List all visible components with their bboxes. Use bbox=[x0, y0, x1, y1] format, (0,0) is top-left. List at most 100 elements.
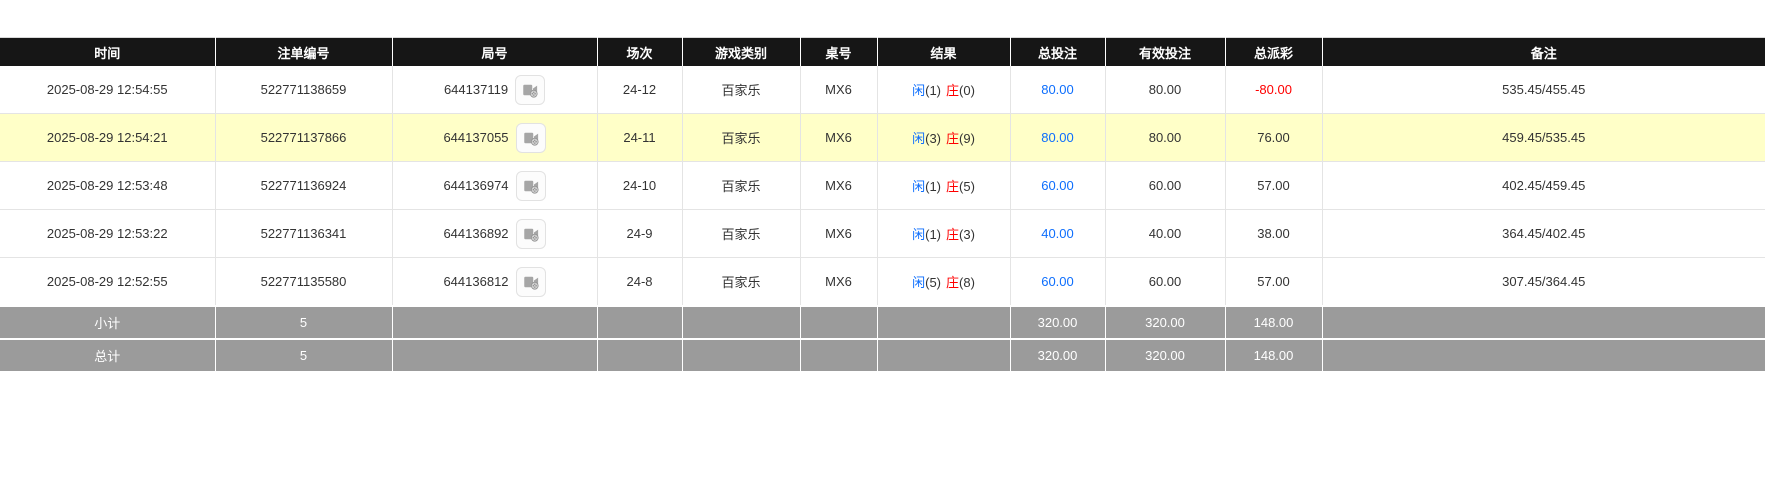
cell-round-id: 644137119 bbox=[392, 66, 598, 114]
col-header-bet-id: 注单编号 bbox=[215, 37, 393, 66]
video-camera-icon[interactable] bbox=[515, 122, 546, 153]
video-camera-icon[interactable] bbox=[515, 218, 546, 249]
cell-game-type: 百家乐 bbox=[682, 209, 801, 258]
cell-session: 24-9 bbox=[597, 209, 683, 258]
table-row[interactable]: 2025-08-29 12:53:22 522771136341 6441368… bbox=[0, 209, 1765, 258]
cell-total-payout: 76.00 bbox=[1225, 113, 1323, 162]
cell-round-id: 644136974 bbox=[392, 161, 598, 210]
cell-total-bet: 80.00 bbox=[1010, 113, 1106, 162]
cell-result: 闲(1) 庄(0) bbox=[877, 66, 1011, 114]
subtotal-valid-bet: 320.00 bbox=[1105, 305, 1226, 339]
grandtotal-label: 总计 bbox=[0, 338, 216, 371]
cell-round-id: 644136812 bbox=[392, 257, 598, 307]
result-player-score: (1) bbox=[925, 83, 941, 98]
grandtotal-empty-remark bbox=[1322, 338, 1765, 371]
cell-total-bet: 80.00 bbox=[1010, 66, 1106, 114]
table-row[interactable]: 2025-08-29 12:54:55 522771138659 6441371… bbox=[0, 66, 1765, 114]
cell-game-type: 百家乐 bbox=[682, 113, 801, 162]
grandtotal-count: 5 bbox=[215, 338, 393, 371]
round-id-text: 644136974 bbox=[443, 178, 509, 193]
cell-remark: 307.45/364.45 bbox=[1322, 257, 1765, 307]
table-row[interactable]: 2025-08-29 12:52:55 522771135580 6441368… bbox=[0, 257, 1765, 307]
round-id-text: 644136892 bbox=[443, 226, 509, 241]
cell-total-payout: 38.00 bbox=[1225, 209, 1323, 258]
cell-remark: 364.45/402.45 bbox=[1322, 209, 1765, 258]
subtotal-total-bet: 320.00 bbox=[1010, 305, 1106, 339]
subtotal-empty-remark bbox=[1322, 305, 1765, 339]
grandtotal-empty-session bbox=[597, 338, 683, 371]
result-player-label: 闲 bbox=[912, 83, 926, 98]
result-banker-label: 庄 bbox=[946, 131, 960, 146]
subtotal-count: 5 bbox=[215, 305, 393, 339]
result-banker-label: 庄 bbox=[946, 83, 960, 98]
subtotal-empty-table-no bbox=[800, 305, 878, 339]
cell-bet-id: 522771135580 bbox=[215, 257, 393, 307]
cell-remark: 459.45/535.45 bbox=[1322, 113, 1765, 162]
col-header-game-type: 游戏类别 bbox=[682, 37, 801, 66]
grandtotal-empty-round bbox=[392, 338, 598, 371]
cell-valid-bet: 80.00 bbox=[1105, 66, 1226, 114]
cell-table-no: MX6 bbox=[800, 209, 878, 258]
cell-total-payout: 57.00 bbox=[1225, 257, 1323, 307]
col-header-total-payout: 总派彩 bbox=[1225, 37, 1323, 66]
grandtotal-total-bet: 320.00 bbox=[1010, 338, 1106, 371]
cell-total-bet: 60.00 bbox=[1010, 161, 1106, 210]
cell-remark: 535.45/455.45 bbox=[1322, 66, 1765, 114]
cell-game-type: 百家乐 bbox=[682, 257, 801, 307]
result-banker-label: 庄 bbox=[946, 275, 960, 290]
cell-total-payout: -80.00 bbox=[1225, 66, 1323, 114]
cell-table-no: MX6 bbox=[800, 161, 878, 210]
table-row[interactable]: 2025-08-29 12:53:48 522771136924 6441369… bbox=[0, 161, 1765, 210]
table-header-row: 时间 注单编号 局号 场次 游戏类别 桌号 结果 总投注 有效投注 总派彩 备注 bbox=[0, 37, 1765, 66]
result-player-score: (5) bbox=[925, 275, 941, 290]
cell-result: 闲(1) 庄(3) bbox=[877, 209, 1011, 258]
subtotal-label: 小计 bbox=[0, 305, 216, 339]
cell-bet-id: 522771136341 bbox=[215, 209, 393, 258]
video-camera-icon[interactable] bbox=[515, 170, 546, 201]
result-banker-score: (9) bbox=[959, 131, 975, 146]
cell-valid-bet: 80.00 bbox=[1105, 113, 1226, 162]
cell-result: 闲(5) 庄(8) bbox=[877, 257, 1011, 307]
col-header-valid-bet: 有效投注 bbox=[1105, 37, 1226, 66]
cell-bet-id: 522771137866 bbox=[215, 113, 393, 162]
result-player-score: (1) bbox=[925, 179, 941, 194]
cell-game-type: 百家乐 bbox=[682, 161, 801, 210]
result-player-score: (1) bbox=[925, 227, 941, 242]
grandtotal-total-payout: 148.00 bbox=[1225, 338, 1323, 371]
result-banker-score: (5) bbox=[959, 179, 975, 194]
cell-result: 闲(3) 庄(9) bbox=[877, 113, 1011, 162]
cell-session: 24-12 bbox=[597, 66, 683, 114]
grandtotal-empty-game-type bbox=[682, 338, 801, 371]
video-camera-icon[interactable] bbox=[515, 266, 546, 297]
video-camera-icon[interactable] bbox=[515, 74, 546, 105]
cell-remark: 402.45/459.45 bbox=[1322, 161, 1765, 210]
grandtotal-empty-result bbox=[877, 338, 1011, 371]
round-id-text: 644137055 bbox=[443, 130, 509, 145]
bet-records-panel: 时间 注单编号 局号 场次 游戏类别 桌号 结果 总投注 有效投注 总派彩 备注… bbox=[0, 37, 1765, 371]
col-header-session: 场次 bbox=[597, 37, 683, 66]
cell-time: 2025-08-29 12:54:55 bbox=[0, 66, 216, 114]
round-id-text: 644136812 bbox=[443, 274, 509, 289]
cell-valid-bet: 60.00 bbox=[1105, 161, 1226, 210]
cell-session: 24-10 bbox=[597, 161, 683, 210]
result-banker-score: (3) bbox=[959, 227, 975, 242]
cell-bet-id: 522771138659 bbox=[215, 66, 393, 114]
cell-game-type: 百家乐 bbox=[682, 66, 801, 114]
cell-valid-bet: 60.00 bbox=[1105, 257, 1226, 307]
subtotal-empty-round bbox=[392, 305, 598, 339]
result-player-label: 闲 bbox=[912, 275, 926, 290]
cell-total-bet: 60.00 bbox=[1010, 257, 1106, 307]
subtotal-total-payout: 148.00 bbox=[1225, 305, 1323, 339]
result-player-label: 闲 bbox=[912, 131, 926, 146]
cell-table-no: MX6 bbox=[800, 66, 878, 114]
table-row[interactable]: 2025-08-29 12:54:21 522771137866 6441370… bbox=[0, 113, 1765, 162]
result-player-score: (3) bbox=[925, 131, 941, 146]
col-header-result: 结果 bbox=[877, 37, 1011, 66]
cell-time: 2025-08-29 12:53:22 bbox=[0, 209, 216, 258]
cell-result: 闲(1) 庄(5) bbox=[877, 161, 1011, 210]
table-body: 2025-08-29 12:54:55 522771138659 6441371… bbox=[0, 66, 1765, 307]
result-banker-score: (0) bbox=[959, 83, 975, 98]
cell-valid-bet: 40.00 bbox=[1105, 209, 1226, 258]
cell-total-bet: 40.00 bbox=[1010, 209, 1106, 258]
col-header-time: 时间 bbox=[0, 37, 216, 66]
